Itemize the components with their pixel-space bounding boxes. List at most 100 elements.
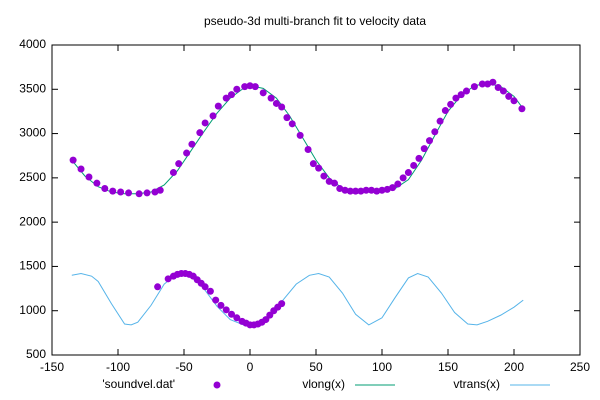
data-point — [470, 83, 478, 91]
data-point — [373, 187, 381, 195]
data-point — [101, 184, 109, 192]
data-point — [222, 306, 230, 314]
data-point — [222, 94, 230, 102]
data-point — [389, 184, 397, 192]
data-point — [143, 189, 151, 197]
data-point — [346, 187, 354, 195]
data-point — [336, 184, 344, 192]
data-point — [441, 107, 449, 115]
data-point — [378, 186, 386, 194]
data-point — [426, 137, 434, 145]
data-point — [431, 128, 439, 136]
data-point — [251, 83, 259, 91]
data-point — [217, 301, 225, 309]
data-point — [415, 154, 423, 162]
data-point — [296, 131, 304, 139]
legend-label: vtrans(x) — [453, 377, 500, 391]
chart-title: pseudo-3d multi-branch fit to velocity d… — [204, 14, 426, 28]
data-point — [196, 129, 204, 137]
data-point — [206, 287, 214, 295]
data-point — [352, 187, 360, 195]
data-point — [362, 186, 370, 194]
data-point — [259, 89, 267, 97]
data-point — [151, 188, 159, 196]
data-point — [188, 140, 196, 148]
data-point — [478, 80, 486, 88]
data-point — [233, 85, 241, 93]
y-tick-label: 3000 — [19, 126, 46, 140]
data-point — [494, 84, 502, 92]
x-tick-label: 50 — [309, 360, 323, 374]
data-point — [69, 156, 77, 164]
data-point — [320, 172, 328, 180]
data-point — [212, 296, 220, 304]
data-point — [357, 187, 365, 195]
data-point — [214, 102, 222, 110]
y-tick-label: 500 — [26, 347, 46, 361]
data-point — [367, 186, 375, 194]
data-point — [436, 117, 444, 125]
data-point — [383, 185, 391, 193]
data-point — [315, 164, 323, 172]
data-point — [404, 169, 412, 177]
data-point — [85, 173, 93, 181]
data-point — [447, 100, 455, 108]
x-tick-label: 0 — [247, 360, 254, 374]
data-point — [505, 92, 513, 100]
data-point — [246, 82, 254, 90]
data-point — [201, 283, 209, 291]
data-point — [125, 189, 133, 197]
data-point — [241, 83, 249, 91]
data-point — [309, 160, 317, 168]
y-tick-label: 4000 — [19, 37, 46, 51]
data-point — [267, 94, 275, 102]
legend-label: vlong(x) — [302, 377, 345, 391]
x-tick-label: -100 — [106, 360, 130, 374]
y-tick-label: 3500 — [19, 81, 46, 95]
data-point — [288, 120, 296, 128]
data-point — [183, 149, 191, 157]
data-point — [518, 105, 526, 113]
y-tick-label: 1500 — [19, 259, 46, 273]
data-point — [169, 169, 177, 177]
data-point — [228, 310, 236, 318]
data-point — [109, 187, 117, 195]
x-tick-label: -50 — [175, 360, 193, 374]
data-point — [156, 186, 164, 194]
data-point — [233, 314, 241, 322]
data-point — [93, 179, 101, 187]
data-point — [399, 174, 407, 182]
data-point — [394, 180, 402, 188]
data-point — [341, 186, 349, 194]
data-point — [201, 119, 209, 127]
data-point — [499, 87, 507, 95]
data-point — [228, 91, 236, 99]
legend-label: 'soundvel.dat' — [102, 377, 175, 391]
data-point — [135, 190, 143, 198]
x-tick-label: 200 — [504, 360, 524, 374]
data-point — [462, 87, 470, 95]
series-line — [71, 272, 524, 326]
data-point — [484, 80, 492, 88]
data-point — [325, 177, 333, 185]
data-point — [77, 165, 85, 173]
x-tick-label: 100 — [372, 360, 392, 374]
data-point — [278, 103, 286, 111]
data-point — [164, 275, 172, 283]
y-tick-label: 2500 — [19, 170, 46, 184]
y-tick-label: 2000 — [19, 214, 46, 228]
data-point — [489, 78, 497, 86]
data-point — [209, 112, 217, 120]
data-point — [452, 94, 460, 102]
data-point — [117, 188, 125, 196]
data-point — [330, 179, 338, 187]
x-tick-label: 250 — [570, 360, 590, 374]
data-point — [457, 91, 465, 99]
data-point — [272, 99, 280, 107]
data-point — [278, 300, 286, 308]
legend-marker — [213, 381, 221, 389]
x-tick-label: 150 — [438, 360, 458, 374]
data-point — [420, 145, 428, 153]
